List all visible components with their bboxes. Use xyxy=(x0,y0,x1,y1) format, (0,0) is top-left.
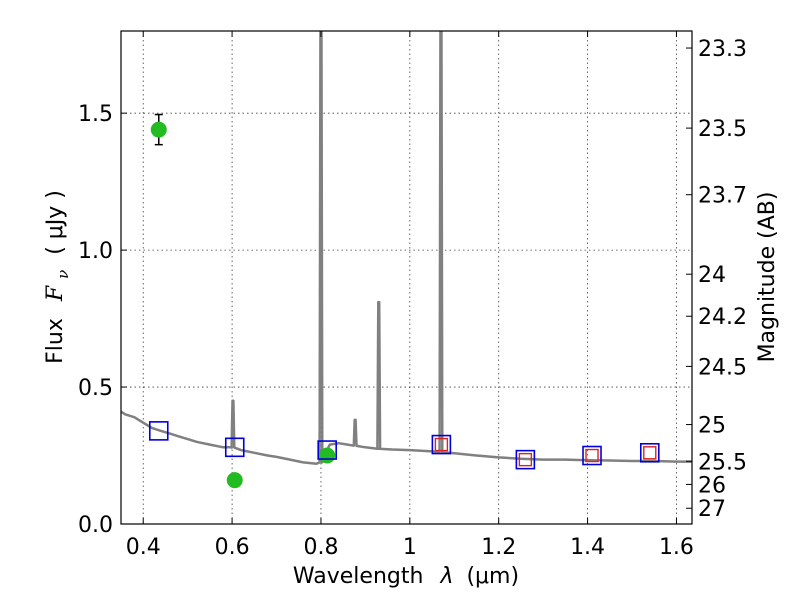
mag-tick-label: 24.2 xyxy=(698,305,747,330)
mag-tick-label: 24.5 xyxy=(698,355,747,380)
y-tick-label: 1.0 xyxy=(78,239,113,264)
model-square-blue xyxy=(431,434,452,455)
model-square-blue xyxy=(639,442,660,463)
observed-point xyxy=(319,447,336,464)
mag-tick-label: 23.7 xyxy=(698,184,747,209)
mag-tick-label: 27 xyxy=(698,497,726,522)
x-axis-label-unit: (μm) xyxy=(466,564,519,589)
mag-tick-label: 25.5 xyxy=(698,450,747,475)
mag-tick-label: 23.3 xyxy=(698,37,747,62)
model-square-blue xyxy=(515,449,536,470)
y-axis-label-sub: ν xyxy=(54,270,72,279)
x-axis-label-text: Wavelength xyxy=(293,564,424,589)
y-axis-label-unit: ( μJy ) xyxy=(43,190,68,255)
y2-axis-label: Magnitude (AB) xyxy=(755,192,780,363)
x-tick-label: 0.8 xyxy=(303,535,338,560)
y-axis-label-var: F xyxy=(43,285,68,302)
model-square-red xyxy=(585,448,599,463)
y-tick-label: 1.5 xyxy=(78,102,113,127)
x-axis-label-var: λ xyxy=(439,564,453,589)
model-square-blue xyxy=(148,421,169,441)
observed-point xyxy=(150,121,167,138)
mag-tick-label: 26 xyxy=(698,473,726,498)
y-tick-label: 0.0 xyxy=(78,513,113,538)
x-tick-label: 1.2 xyxy=(481,535,516,560)
y-axis-label-text: Flux xyxy=(43,318,68,364)
mag-tick-label: 23.5 xyxy=(698,117,747,142)
x-axis-label: Wavelength λ (μm) xyxy=(293,564,519,589)
x-tick-label: 0.6 xyxy=(215,535,250,560)
mag-tick-label: 24 xyxy=(698,263,726,288)
spectrum-line xyxy=(121,31,692,465)
x-tick-label: 1.4 xyxy=(570,535,605,560)
model-square-red xyxy=(643,446,657,460)
mag-tick-label: 25 xyxy=(698,414,726,439)
model-square-red xyxy=(518,452,533,467)
observed-point xyxy=(226,472,243,489)
y-tick-label: 0.5 xyxy=(78,376,113,401)
y-axis-label: Flux F ν ( μJy ) xyxy=(43,190,74,364)
x-tick-label: 1 xyxy=(403,535,417,560)
plot-area xyxy=(121,31,692,489)
model-square-blue xyxy=(224,437,245,458)
model-square-red xyxy=(434,437,449,452)
x-tick-label: 0.4 xyxy=(126,535,161,560)
x-tick-label: 1.6 xyxy=(659,535,694,560)
axis-ticks: 0.4 0.6 0.8 1 1.2 1.4 1.6 0.0 0.5 1.0 1.5 23.3 23.5 2… xyxy=(78,31,747,560)
model-square-blue xyxy=(582,445,602,466)
model-square-blue xyxy=(317,440,337,460)
plot-frame xyxy=(120,30,693,525)
